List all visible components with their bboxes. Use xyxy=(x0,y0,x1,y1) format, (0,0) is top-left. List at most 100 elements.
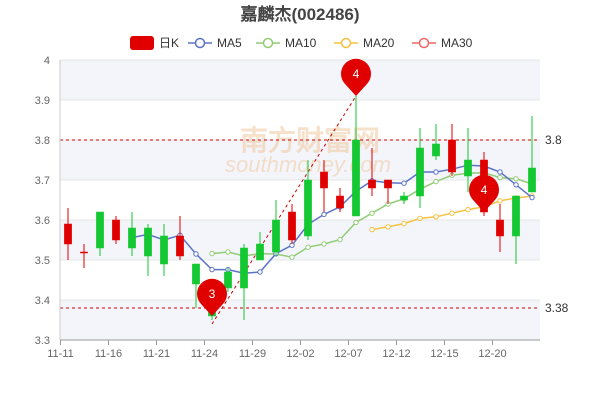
candle-body xyxy=(464,159,472,177)
x-tick-label: 12-15 xyxy=(430,348,458,360)
candle-body xyxy=(416,147,424,197)
ma10-point xyxy=(337,236,343,243)
candle-body xyxy=(192,263,200,285)
ma5-point xyxy=(497,169,503,175)
marker-label: 4 xyxy=(481,183,488,197)
y-tick-label: 3.6 xyxy=(35,215,50,227)
marker-pin xyxy=(469,174,499,212)
trend-line xyxy=(211,95,357,325)
ma10-point xyxy=(209,250,215,257)
ma5-point xyxy=(401,180,407,186)
candle-body xyxy=(304,179,312,237)
x-tick-label: 12-07 xyxy=(334,348,362,360)
candle-body xyxy=(240,247,248,289)
ma10-point xyxy=(353,219,359,226)
legend-item[interactable]: MA20 xyxy=(334,36,395,50)
y-tick-label: 3.8 xyxy=(35,135,50,147)
legend-item[interactable]: MA5 xyxy=(188,36,242,50)
ma10-point xyxy=(321,241,327,247)
candles xyxy=(64,96,536,320)
ma20-point xyxy=(497,198,503,204)
legend-swatch-dot xyxy=(340,37,352,49)
reference-lines: 3.8 3.38 xyxy=(60,95,569,325)
ma5-point xyxy=(193,251,199,257)
x-tick-label: 11-29 xyxy=(239,348,266,360)
legend-item[interactable]: MA10 xyxy=(256,36,317,50)
reference-line-label: 3.38 xyxy=(545,301,569,315)
x-tick-label: 12-20 xyxy=(478,348,506,360)
plot-band xyxy=(60,180,540,220)
ma10-point xyxy=(289,254,295,260)
legend-label: MA30 xyxy=(441,36,473,50)
legend-label: MA20 xyxy=(363,36,395,50)
x-tick-label: 11-11 xyxy=(47,348,74,360)
ma5-point xyxy=(257,269,263,275)
ma5-point xyxy=(433,169,439,175)
ma10-point xyxy=(513,176,519,182)
candle-body xyxy=(224,271,232,289)
ma20-point xyxy=(417,215,423,222)
candle-body xyxy=(496,219,504,237)
ma5-point xyxy=(529,194,535,201)
x-tick-label: 11-24 xyxy=(191,348,218,360)
ma5-point xyxy=(513,182,519,188)
legend-item[interactable]: MA30 xyxy=(412,36,473,50)
legend-item[interactable]: 日K xyxy=(130,36,179,50)
candle-body xyxy=(352,139,360,217)
plot-band xyxy=(60,300,540,340)
candle-body xyxy=(144,227,152,257)
marker-pin xyxy=(341,58,371,96)
candle-body xyxy=(160,235,168,265)
candle-body xyxy=(336,195,344,209)
x-tick-label: 11-21 xyxy=(143,348,170,360)
markers: 3 4 4 xyxy=(197,58,499,316)
ma10-point xyxy=(369,210,375,216)
candle-body xyxy=(176,235,184,257)
ma10-point xyxy=(433,178,439,185)
legend-swatch xyxy=(130,36,154,50)
candle-body xyxy=(368,179,376,189)
ma20-point xyxy=(465,206,471,213)
candle-body xyxy=(400,195,408,201)
candle-body xyxy=(96,211,104,249)
ma20-point xyxy=(385,224,391,230)
marker-label: 3 xyxy=(209,287,216,301)
x-tick-label: 12-02 xyxy=(286,348,314,360)
y-tick-label: 3.7 xyxy=(35,175,50,187)
x-tick-label: 12-12 xyxy=(382,348,410,360)
plot-band xyxy=(60,260,540,300)
ma20-point xyxy=(449,210,455,216)
plot-background xyxy=(60,60,540,340)
plot-band xyxy=(60,140,540,180)
ma20-point xyxy=(369,226,375,233)
ma5-point xyxy=(321,211,327,218)
candle-body xyxy=(512,195,520,237)
legend-swatch-dot xyxy=(418,37,430,49)
candle-body xyxy=(320,171,328,189)
axes: 3.3 3.4 3.5 3.6 3.7 3.8 3.9 4 11-11 11-16 11-21 11-… xyxy=(35,55,540,360)
legend[interactable]: 日K MA5 MA10 MA20 MA30 xyxy=(130,36,473,50)
legend-label: 日K xyxy=(159,36,179,50)
candle-body xyxy=(80,251,88,254)
y-tick-label: 4 xyxy=(44,55,50,67)
candle-body xyxy=(256,243,264,261)
legend-label: MA10 xyxy=(285,36,317,50)
legend-swatch-dot xyxy=(194,37,206,49)
legend-label: MA5 xyxy=(217,36,242,50)
candle-body xyxy=(112,219,120,241)
candle-body xyxy=(528,167,536,193)
ma20-point xyxy=(433,214,439,220)
ma10-point xyxy=(497,174,503,181)
candle-body xyxy=(272,219,280,253)
candle-body xyxy=(288,211,296,241)
chart-title: 嘉麟杰(002486) xyxy=(239,4,359,24)
y-tick-label: 3.4 xyxy=(35,295,50,307)
candle-body xyxy=(448,139,456,173)
ma20-point xyxy=(401,220,407,227)
plot-band xyxy=(60,100,540,140)
marker-label: 4 xyxy=(353,67,360,81)
y-tick-label: 3.9 xyxy=(35,95,50,107)
ma5-point xyxy=(209,266,215,273)
y-tick-label: 3.5 xyxy=(35,255,50,267)
